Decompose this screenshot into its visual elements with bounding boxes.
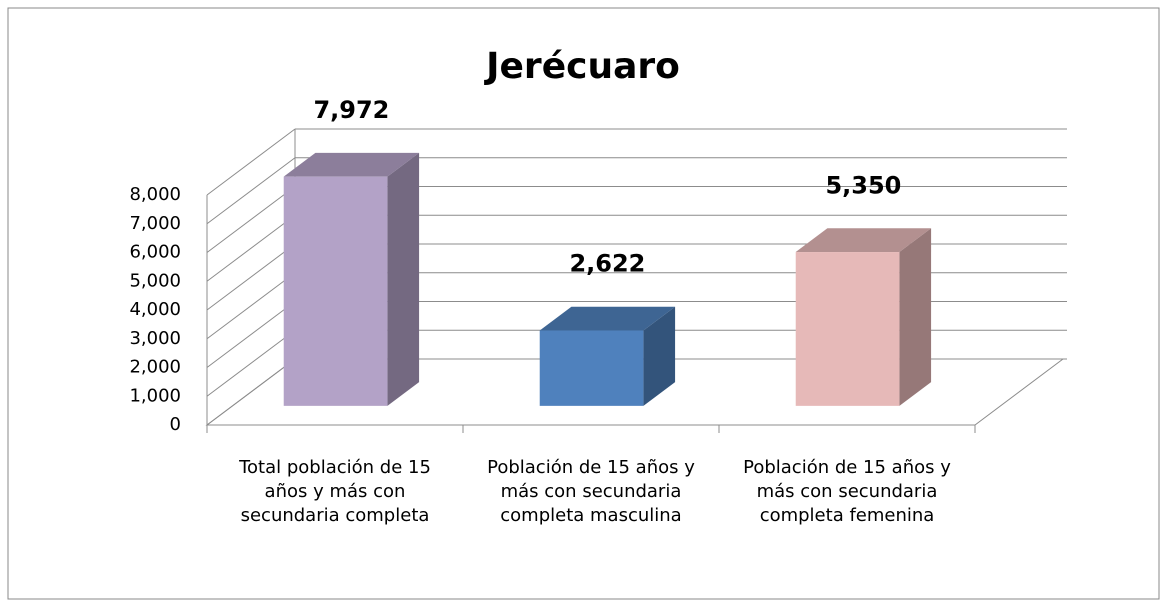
x-tick-label: Población de 15 años y más con secundaria… xyxy=(743,457,951,526)
grid-line xyxy=(206,358,296,426)
grid-line xyxy=(206,301,296,368)
bar-top xyxy=(539,306,676,331)
bar-top xyxy=(283,152,420,177)
y-tick-label: 7,000 xyxy=(129,213,181,234)
x-tick-label: Total población de 15 años y más con secun… xyxy=(238,457,431,526)
grid-line xyxy=(206,329,296,397)
bar-top xyxy=(795,228,932,253)
y-tick-label: 1,000 xyxy=(129,385,181,406)
bar xyxy=(283,176,388,406)
chart-border xyxy=(7,7,1160,600)
grid-line xyxy=(206,157,296,225)
y-tick-label: 0 xyxy=(170,414,181,435)
grid-line xyxy=(206,214,296,282)
grid-line xyxy=(206,243,296,311)
data-label: 2,622 xyxy=(569,250,645,278)
y-tick-label: 8,000 xyxy=(129,184,181,205)
bar-side xyxy=(643,306,676,406)
grid-line xyxy=(206,186,296,253)
y-tick-label: 6,000 xyxy=(129,242,181,263)
y-tick-label: 5,000 xyxy=(129,270,181,291)
grid-line xyxy=(206,128,296,196)
data-label: 5,350 xyxy=(825,171,901,199)
bar xyxy=(539,330,644,406)
chart-title: Jerécuaro xyxy=(483,46,680,87)
data-label: 7,972 xyxy=(313,96,389,124)
bar-side xyxy=(387,152,420,406)
y-tick-label: 2,000 xyxy=(129,357,181,378)
y-tick-label: 3,000 xyxy=(129,328,181,349)
grid-line xyxy=(206,272,296,340)
y-tick-label: 4,000 xyxy=(129,299,181,320)
bar-side xyxy=(899,228,932,406)
x-tick-label: Población de 15 años y más con secundaria… xyxy=(487,457,695,526)
bar xyxy=(795,252,900,406)
